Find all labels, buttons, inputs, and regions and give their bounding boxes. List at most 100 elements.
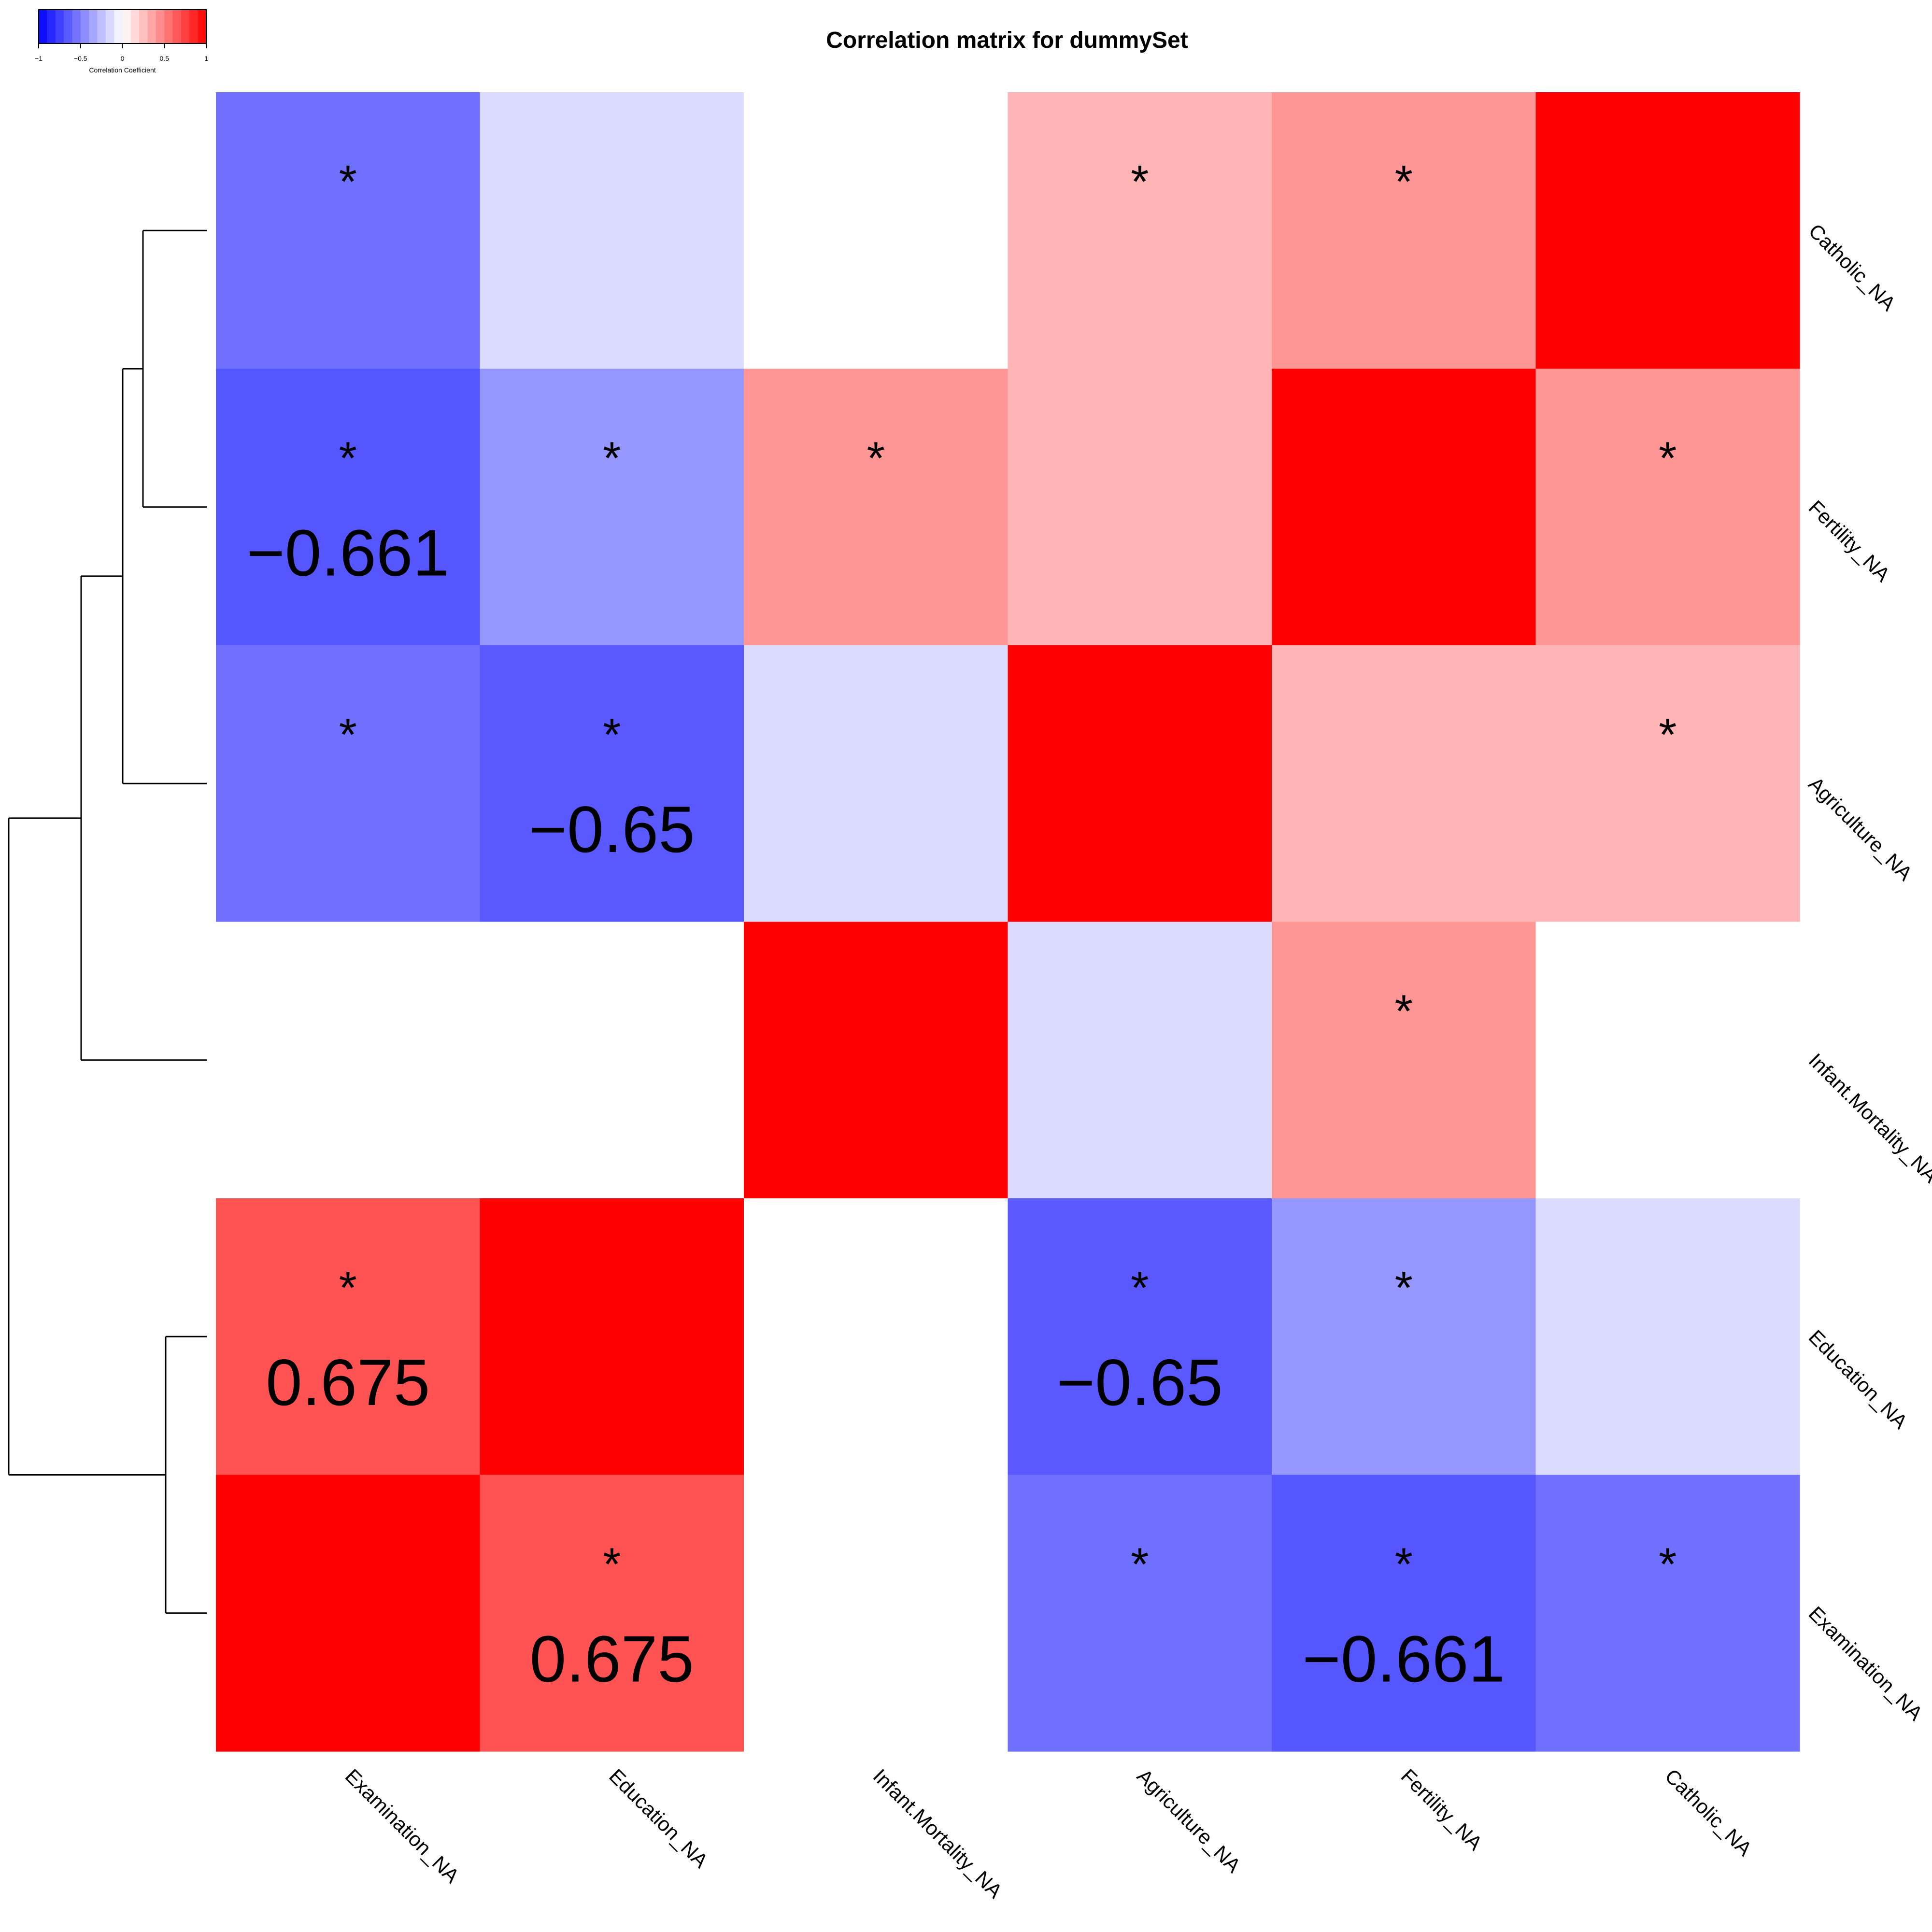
significance-marker: * <box>339 156 357 208</box>
heatmap-cell <box>744 1198 1009 1476</box>
column-label: Catholic_NA <box>1661 1764 1756 1860</box>
row-label: Education_NA <box>1804 1325 1912 1433</box>
heatmap-cell <box>744 369 1009 646</box>
significance-marker: * <box>1395 156 1413 208</box>
significance-marker: * <box>1659 433 1676 484</box>
significance-marker: * <box>867 433 885 484</box>
significance-marker: * <box>339 1262 357 1314</box>
legend-swatch <box>172 10 182 43</box>
cell-value-label: −0.661 <box>246 516 449 590</box>
legend-swatch <box>80 10 89 43</box>
heatmap-cell <box>480 645 744 923</box>
heatmap-cell <box>744 645 1009 923</box>
legend-swatch <box>156 10 165 43</box>
column-label: Examination_NA <box>341 1764 464 1887</box>
legend-swatch <box>114 10 123 43</box>
significance-marker: * <box>603 709 621 761</box>
significance-marker: * <box>1131 156 1149 208</box>
heatmap-cell <box>216 1475 481 1752</box>
row-label: Catholic_NA <box>1804 219 1900 315</box>
heatmap-cell <box>1535 92 1800 369</box>
heatmap-cell <box>744 922 1009 1199</box>
heatmap-cell <box>1272 1198 1536 1476</box>
heatmap-cell <box>1272 645 1536 923</box>
row-label: Agriculture_NA <box>1804 772 1917 885</box>
heatmap-cell <box>216 1198 481 1476</box>
significance-marker: * <box>1131 1539 1149 1591</box>
significance-marker: * <box>339 709 357 761</box>
heatmap-cell <box>480 1475 744 1752</box>
legend-swatch <box>164 10 173 43</box>
significance-marker: * <box>1395 986 1413 1037</box>
heatmap-cell <box>1535 645 1800 923</box>
heatmap-cell <box>1272 369 1536 646</box>
significance-marker: * <box>603 433 621 484</box>
cell-value-label: 0.675 <box>530 1622 694 1696</box>
cell-value-label: −0.661 <box>1302 1622 1505 1696</box>
significance-marker: * <box>339 433 357 484</box>
legend-swatch <box>198 10 207 43</box>
legend-swatch <box>147 10 156 43</box>
heatmap-cell <box>1008 92 1272 369</box>
heatmap-cell <box>216 92 481 369</box>
heatmap-cell <box>480 369 744 646</box>
cell-value-label: 0.675 <box>266 1346 430 1419</box>
legend-swatch <box>130 10 140 43</box>
chart-title: Correlation matrix for dummySet <box>826 28 1188 53</box>
row-labels: Catholic_NA Fertility_NA Agriculture_NA Inf… <box>1804 219 1932 1725</box>
heatmap-cell <box>744 1475 1009 1752</box>
heatmap-cell <box>1008 369 1272 646</box>
column-label: Fertility_NA <box>1397 1764 1487 1855</box>
heatmap-cell <box>1535 369 1800 646</box>
column-labels: Examination_NA Education_NA Infant.Mortali… <box>341 1764 1757 1903</box>
heatmap-cell <box>1535 922 1800 1199</box>
legend-swatch <box>47 10 56 43</box>
heatmap-cell <box>744 92 1009 369</box>
heatmap-cell <box>1008 1475 1272 1752</box>
row-label: Examination_NA <box>1804 1602 1927 1725</box>
legend-swatch <box>97 10 106 43</box>
legend-swatch <box>89 10 98 43</box>
column-label: Agriculture_NA <box>1133 1764 1245 1877</box>
heatmap-cell <box>216 922 481 1199</box>
legend-swatch <box>55 10 64 43</box>
legend-swatch <box>39 10 47 43</box>
legend-swatch <box>139 10 148 43</box>
heatmap-cell <box>480 922 744 1199</box>
heatmap-cells: * * * * −0.661 * * * * * −0.65 * * * 0.675 * −0.65 * * 0.67… <box>216 92 1800 1752</box>
significance-marker: * <box>1395 1262 1413 1314</box>
row-label: Fertility_NA <box>1804 496 1895 586</box>
significance-marker: * <box>1131 1262 1149 1314</box>
significance-marker: * <box>603 1539 621 1591</box>
heatmap-cell <box>1535 1198 1800 1476</box>
column-label: Infant.Mortality_NA <box>869 1764 1007 1903</box>
row-dendrogram <box>8 229 207 1614</box>
cell-value-label: −0.65 <box>529 793 695 866</box>
cell-value-label: −0.65 <box>1057 1346 1223 1419</box>
heatmap-cell <box>1272 92 1536 369</box>
legend-swatch <box>181 10 190 43</box>
legend-swatch <box>122 10 131 43</box>
heatmap-cell <box>1535 1475 1800 1752</box>
legend-title: Correlation Coefficient <box>89 66 156 74</box>
color-legend: −1 −0.5 0 0.5 1 Correlation Coefficient <box>35 9 208 74</box>
legend-tick-label: 0 <box>121 55 125 62</box>
significance-marker: * <box>1659 709 1676 761</box>
legend-swatch <box>64 10 72 43</box>
heatmap-cell <box>1008 645 1272 923</box>
legend-swatch <box>72 10 81 43</box>
heatmap-cell <box>1008 922 1272 1199</box>
heatmap-cell <box>480 1198 744 1476</box>
significance-marker: * <box>1395 1539 1413 1591</box>
row-label: Infant.Mortality_NA <box>1804 1049 1932 1187</box>
heatmap-cell <box>1008 1198 1272 1476</box>
legend-swatch <box>105 10 114 43</box>
heatmap-cell <box>480 92 744 369</box>
heatmap-cell <box>1272 1475 1536 1752</box>
significance-marker: * <box>1659 1539 1676 1591</box>
column-label: Education_NA <box>605 1764 712 1872</box>
heatmap-cell <box>1272 922 1536 1199</box>
legend-tick-label: −1 <box>35 55 43 62</box>
heatmap-cell <box>216 645 481 923</box>
